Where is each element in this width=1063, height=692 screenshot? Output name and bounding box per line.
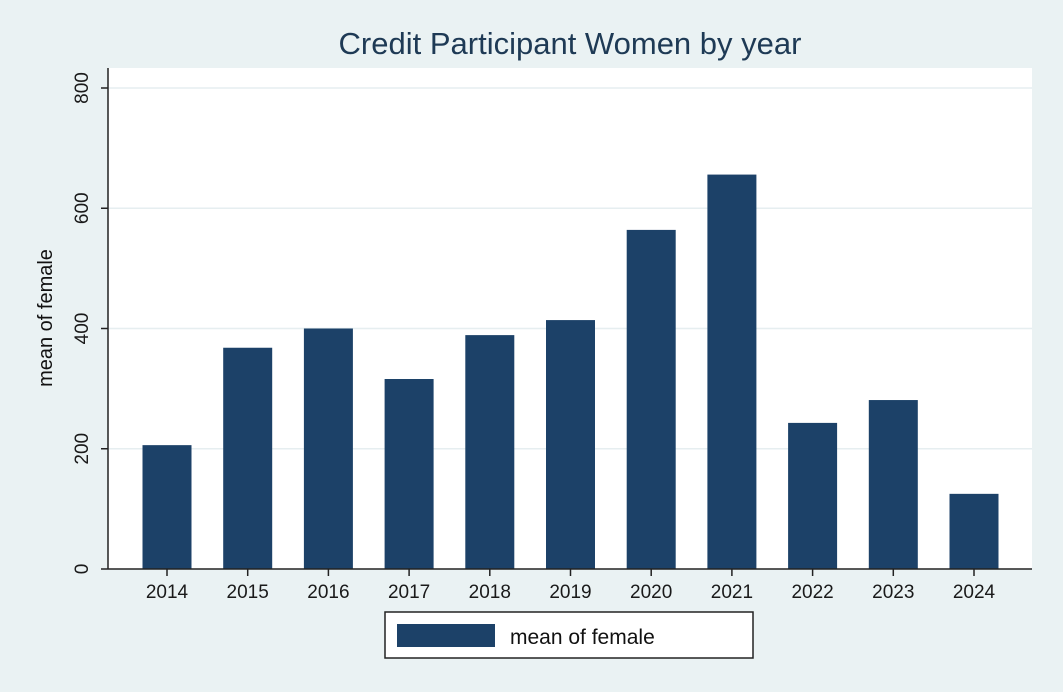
x-tick-label: 2019 bbox=[549, 582, 591, 603]
bar-2016 bbox=[303, 328, 353, 569]
bar-2014 bbox=[142, 445, 192, 569]
x-tick-label: 2017 bbox=[388, 582, 430, 603]
x-tick-label: 2018 bbox=[469, 582, 511, 603]
x-tick-label: 2014 bbox=[146, 582, 189, 603]
bar-2015 bbox=[223, 347, 273, 569]
x-tick-label: 2021 bbox=[711, 582, 753, 603]
legend-label: mean of female bbox=[510, 626, 655, 649]
bar-2020 bbox=[626, 229, 676, 569]
y-tick-label: 200 bbox=[72, 433, 93, 465]
x-tick-label: 2022 bbox=[791, 582, 833, 603]
y-axis-ticks: 0 200 400 600 800 bbox=[72, 72, 108, 574]
y-tick-label: 400 bbox=[72, 313, 93, 345]
x-tick-label: 2020 bbox=[630, 582, 672, 603]
bars bbox=[142, 174, 999, 569]
bar-2024 bbox=[949, 493, 999, 569]
y-tick-label: 0 bbox=[72, 564, 93, 575]
y-axis-title: mean of female bbox=[35, 249, 57, 387]
x-tick-label: 2024 bbox=[953, 582, 996, 603]
x-tick-label: 2016 bbox=[307, 582, 349, 603]
x-axis-ticks: 2014 2015 2016 2017 2018 2019 2020 2021 2022 2023… bbox=[146, 569, 996, 603]
legend: mean of female bbox=[384, 611, 754, 659]
legend-swatch bbox=[397, 624, 495, 647]
bar-2023 bbox=[868, 400, 918, 569]
chart-title: Credit Participant Women by year bbox=[339, 26, 802, 61]
x-tick-label: 2023 bbox=[872, 582, 914, 603]
x-tick-label: 2015 bbox=[227, 582, 269, 603]
bar-2019 bbox=[546, 320, 595, 569]
bar-2018 bbox=[465, 335, 515, 569]
y-tick-label: 800 bbox=[72, 72, 93, 104]
bar-2017 bbox=[384, 379, 434, 569]
bar-2021 bbox=[707, 174, 757, 569]
y-tick-label: 600 bbox=[72, 192, 93, 224]
bar-2022 bbox=[788, 422, 838, 569]
